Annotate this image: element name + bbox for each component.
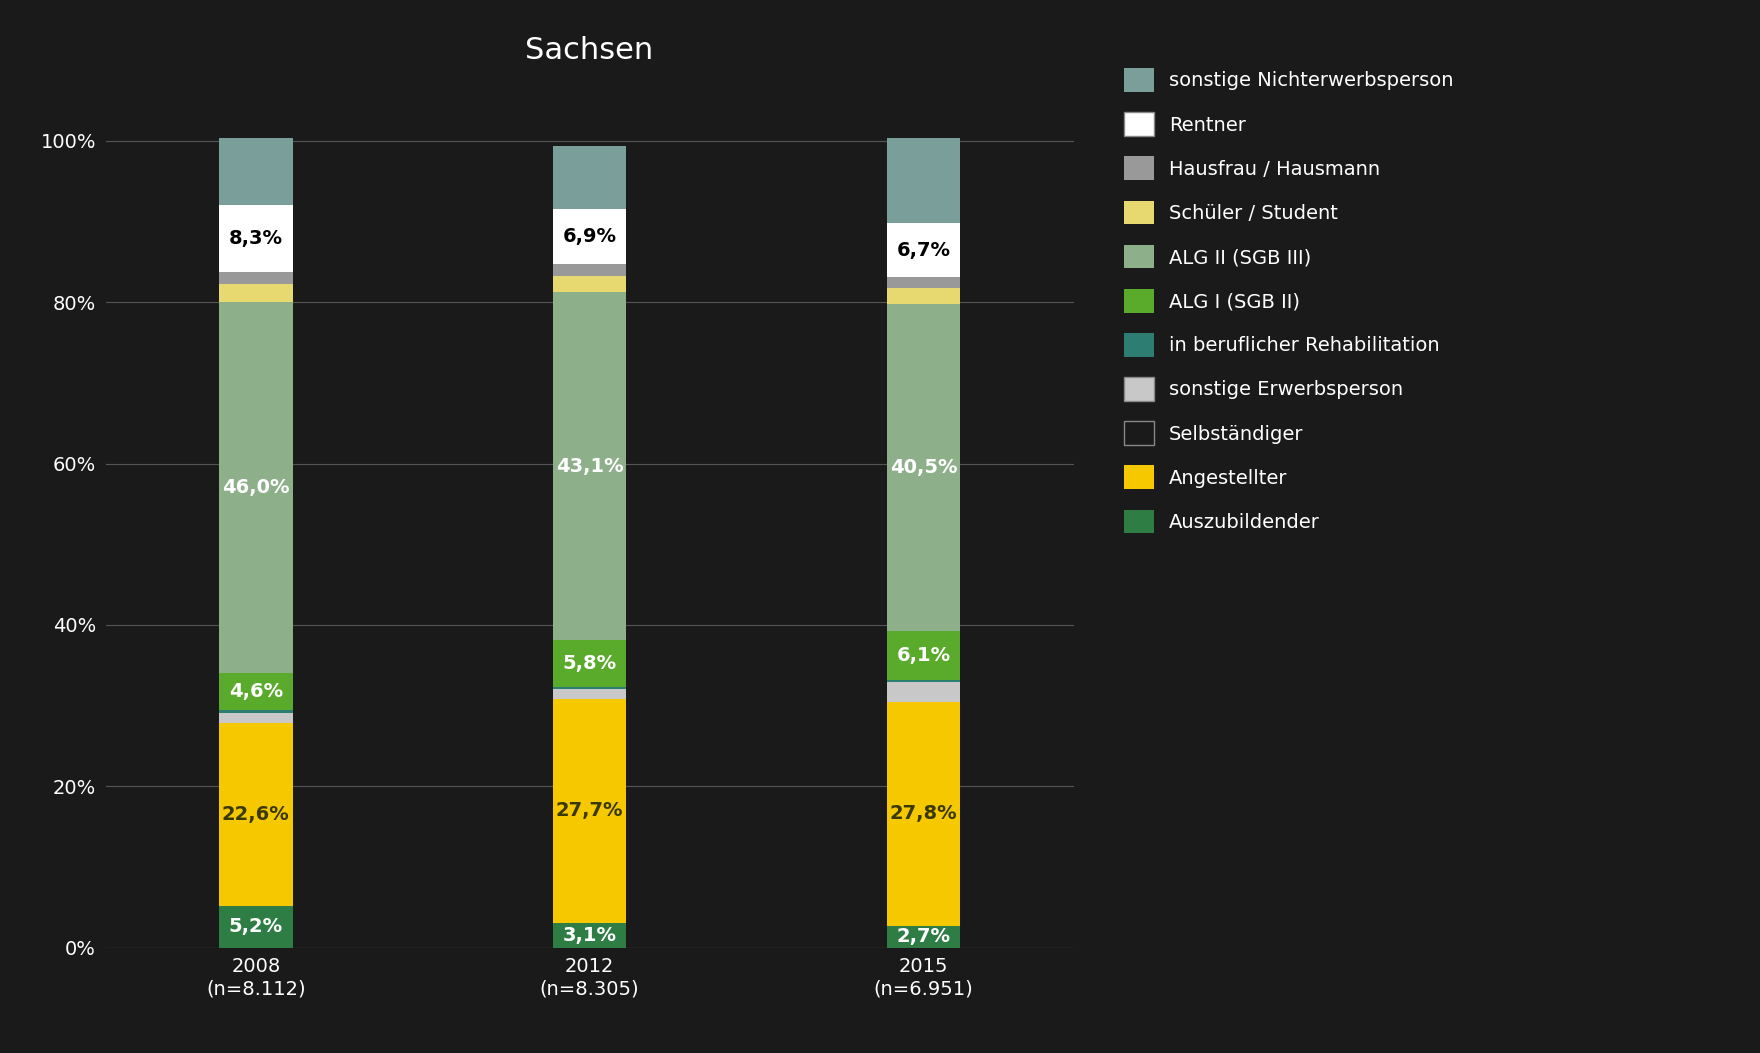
Text: 22,6%: 22,6%: [222, 806, 290, 824]
Bar: [218, 284, 292, 302]
Bar: [553, 922, 627, 948]
Text: 6,9%: 6,9%: [563, 226, 616, 245]
Bar: [553, 690, 627, 699]
Text: 8,3%: 8,3%: [229, 230, 283, 249]
Text: 27,7%: 27,7%: [556, 801, 623, 820]
Text: 4,6%: 4,6%: [229, 682, 283, 701]
Bar: [553, 640, 627, 687]
Text: 6,7%: 6,7%: [896, 240, 950, 260]
Bar: [218, 713, 292, 723]
Bar: [553, 208, 627, 264]
Bar: [218, 302, 292, 673]
Bar: [553, 293, 627, 640]
Bar: [553, 687, 627, 690]
Bar: [887, 631, 961, 680]
Bar: [218, 673, 292, 711]
Bar: [218, 138, 292, 205]
Text: 6,1%: 6,1%: [896, 645, 950, 664]
Text: 3,1%: 3,1%: [563, 926, 616, 945]
Bar: [553, 276, 627, 293]
Text: 40,5%: 40,5%: [889, 458, 957, 477]
Bar: [553, 264, 627, 276]
Bar: [887, 682, 961, 701]
Text: 27,8%: 27,8%: [889, 804, 957, 823]
Bar: [218, 205, 292, 273]
Legend: sonstige Nichterwerbsperson, Rentner, Hausfrau / Hausmann, Schüler / Student, AL: sonstige Nichterwerbsperson, Rentner, Ha…: [1119, 62, 1459, 539]
Text: 5,8%: 5,8%: [563, 654, 616, 673]
Bar: [887, 926, 961, 948]
Bar: [553, 699, 627, 922]
Bar: [218, 723, 292, 906]
Text: 5,2%: 5,2%: [229, 917, 283, 936]
Bar: [887, 680, 961, 682]
Bar: [218, 711, 292, 713]
Title: Sachsen: Sachsen: [526, 36, 653, 65]
Text: 46,0%: 46,0%: [222, 478, 290, 497]
Bar: [887, 277, 961, 289]
Bar: [887, 138, 961, 223]
Text: 2,7%: 2,7%: [896, 928, 950, 947]
Bar: [553, 146, 627, 208]
Bar: [887, 223, 961, 277]
Bar: [218, 273, 292, 284]
Bar: [887, 303, 961, 631]
Bar: [887, 289, 961, 303]
Bar: [887, 701, 961, 926]
Bar: [218, 906, 292, 948]
Text: 43,1%: 43,1%: [556, 457, 623, 476]
